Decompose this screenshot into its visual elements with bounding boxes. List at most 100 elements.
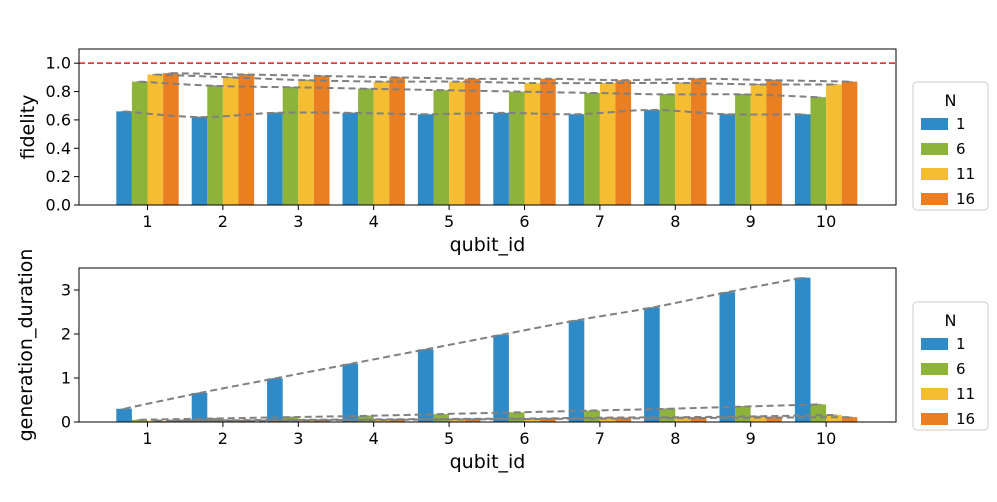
bar-n16-q2 — [238, 74, 255, 205]
bar-n16-q2 — [238, 420, 255, 422]
x-tick-label: 7 — [595, 429, 605, 448]
bar-n1-q7 — [568, 320, 585, 422]
bar-n16-q7 — [615, 418, 632, 422]
trend-line-n11 — [155, 73, 834, 86]
x-tick-label: 9 — [746, 429, 756, 448]
trend-line-n1 — [124, 108, 803, 119]
legend-swatch-n16 — [921, 193, 948, 205]
legend-swatch-n6 — [921, 363, 948, 375]
bar-n16-q4 — [389, 419, 405, 422]
x-axis-label: qubit_id — [450, 234, 526, 256]
bar-n6-q6 — [508, 412, 525, 422]
bar-n1-q2 — [191, 117, 208, 205]
bar-n16-q10 — [841, 417, 858, 422]
legend-label-n6: 6 — [956, 360, 966, 378]
x-tick-label: 3 — [293, 212, 303, 231]
bar-n6-q4 — [358, 88, 374, 205]
bar-n11-q5 — [449, 418, 465, 422]
bar-n1-q5 — [417, 349, 434, 422]
x-tick-label: 10 — [816, 212, 836, 231]
legend-swatch-n11 — [921, 168, 948, 180]
plot-frame — [78, 48, 897, 206]
y-tick-label: 2 — [61, 325, 71, 344]
x-tick-label: 7 — [595, 212, 605, 231]
bar-n1-q8 — [644, 307, 660, 422]
y-tick-label: 0.0 — [46, 196, 71, 215]
bar-n16-q4 — [389, 77, 405, 205]
bar-n11-q3 — [298, 80, 314, 205]
x-tick-label: 6 — [519, 429, 529, 448]
x-tick-label: 3 — [293, 429, 303, 448]
bar-n1-q10 — [794, 114, 811, 205]
x-tick-label: 1 — [142, 212, 152, 231]
bar-n11-q8 — [675, 417, 691, 422]
bar-n1-q6 — [493, 334, 509, 422]
legend-swatch-n16 — [921, 413, 948, 425]
chart-panel-2: 0 1 2 3 1 2 3 4 5 6 7 8 9 10 qubit_id generation_durati… — [15, 249, 989, 473]
bar-n6-q7 — [584, 92, 600, 205]
bar-n6-q3 — [282, 87, 299, 205]
bar-n11-q9 — [750, 416, 767, 422]
bar-n16-q5 — [464, 78, 481, 205]
bar-n16-q3 — [313, 420, 330, 422]
legend-label-n11: 11 — [956, 165, 975, 183]
legend-label-n1: 1 — [956, 115, 966, 133]
legend-label-n16: 16 — [956, 190, 975, 208]
x-tick-label: 2 — [218, 212, 228, 231]
bar-n11-q4 — [373, 81, 390, 205]
bar-n6-q10 — [810, 97, 827, 205]
bar-n11-q5 — [449, 81, 465, 205]
x-tick-label: 5 — [444, 429, 454, 448]
legend-swatch-n6 — [921, 143, 948, 155]
bar-n1-q9 — [719, 114, 736, 205]
y-tick-label: 1 — [61, 369, 71, 388]
bar-n16-q8 — [690, 418, 707, 422]
trend-line-n1 — [123, 276, 803, 410]
bar-n1-q10 — [794, 277, 811, 422]
x-tick-label: 9 — [746, 212, 756, 231]
bar-n6-q1 — [131, 419, 148, 422]
bar-n11-q10 — [826, 414, 842, 422]
y-tick-label: 0.2 — [46, 167, 71, 186]
legend-swatch-n11 — [921, 388, 948, 400]
bar-n16-q5 — [464, 419, 481, 422]
bar-n11-q8 — [675, 83, 691, 205]
bar-n6-q10 — [810, 404, 827, 422]
bar-n6-q5 — [433, 90, 450, 205]
y-tick-label: 0.8 — [46, 82, 71, 101]
bar-n11-q10 — [826, 84, 842, 205]
x-tick-label: 4 — [369, 212, 379, 231]
y-tick-label: 0 — [61, 413, 71, 432]
x-axis-label: qubit_id — [450, 451, 526, 473]
bar-n11-q1 — [147, 74, 164, 205]
bar-n6-q7 — [584, 410, 600, 422]
plot-frame — [78, 267, 897, 423]
legend-title: N — [945, 91, 957, 110]
chart-panel-1: 0.0 0.2 0.4 0.6 0.8 1.0 1 2 3 4 5 6 7 8 9 10 qubit_id fid… — [17, 48, 989, 256]
x-tick-label: 8 — [670, 212, 680, 231]
bar-n1-q1 — [116, 111, 132, 205]
legend-label-n16: 16 — [956, 410, 975, 428]
trend-line-n6 — [139, 403, 819, 421]
bar-n11-q7 — [599, 83, 616, 205]
bar-n11-q6 — [524, 83, 541, 205]
legend-swatch-n1 — [921, 338, 948, 350]
legend-label-n11: 11 — [956, 385, 975, 403]
bar-n1-q1 — [116, 408, 132, 422]
bar-n1-q2 — [191, 392, 208, 422]
bar-n16-q6 — [540, 418, 556, 422]
bar-n16-q1 — [163, 73, 179, 205]
bar-n1-q3 — [267, 378, 283, 422]
trend-line-n6 — [139, 80, 819, 99]
bar-n6-q1 — [131, 81, 148, 205]
bar-n16-q7 — [615, 80, 632, 205]
trend-line-n16 — [170, 416, 850, 423]
y-tick-label: 0.4 — [46, 139, 71, 158]
y-tick-label: 3 — [61, 281, 71, 300]
bar-n1-q5 — [417, 114, 434, 205]
bar-n6-q9 — [735, 406, 751, 422]
trend-line-n16 — [170, 72, 850, 83]
